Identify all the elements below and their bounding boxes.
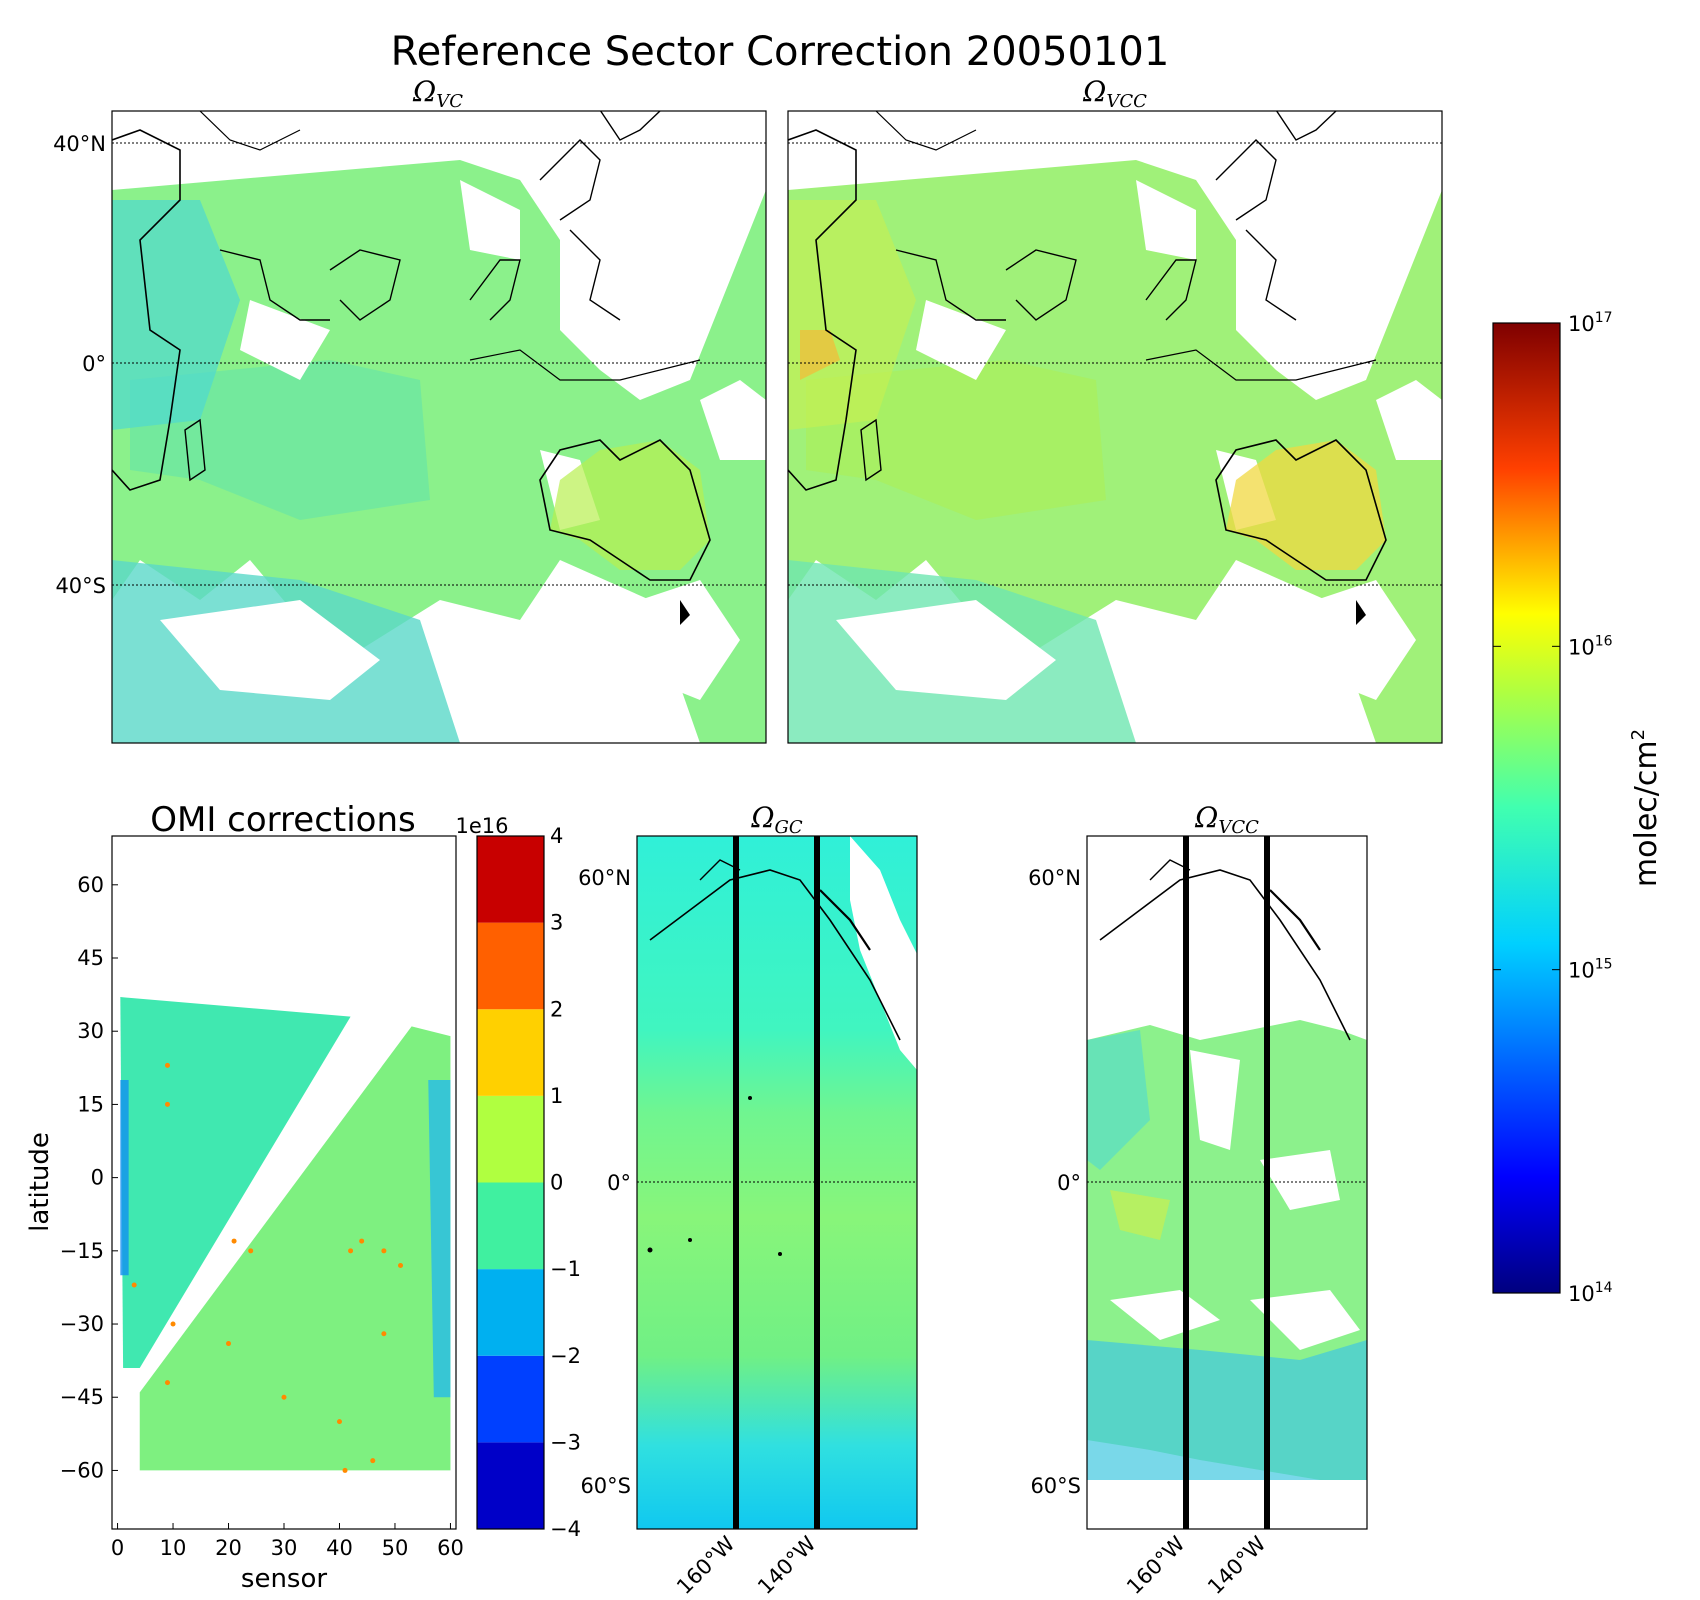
omi-colorbar-tick-label: 1 [550,1084,563,1108]
omi-colorbar-tick-label: 0 [550,1171,563,1195]
omi-y-tick-label: −45 [60,1385,104,1409]
omi-colorbar-bin [477,1095,544,1183]
omi-hotspot [164,1380,170,1386]
panel-omega-vcc-top-field [788,111,1442,743]
omi-y-tick-label: −30 [60,1312,104,1336]
omi-x-tick-label: 0 [111,1536,124,1560]
omi-swath-right [139,1026,451,1471]
panel-omega-gc-field [637,836,917,1529]
gc-lon-label-140w: 140°W [753,1531,821,1599]
panel-omega-vcc-bottom-title: ΩVCC [1194,801,1259,838]
gc-lat-label-60s: 60°S [580,1474,631,1498]
omi-chart-title: OMI corrections [150,800,416,840]
omi-x-tick-label: 20 [215,1536,242,1560]
omi-x-tick-label: 30 [271,1536,298,1560]
omi-hotspot [164,1062,170,1068]
panel-omega-gc: ΩGC 60°N 0° 60°S 160°W 140°W [578,801,918,1599]
omi-y-tick-label: 0 [91,1166,104,1190]
omi-hotspot [231,1238,237,1244]
omi-colorbar-tick-label: 2 [550,997,563,1021]
omi-x-tick-label: 10 [160,1536,187,1560]
lat-label-40n: 40°N [53,132,106,156]
main-colorbar: 1017 1016 1015 1014 molec/cm2 [1492,310,1664,1306]
omi-hotspot [248,1248,254,1254]
vcc-lat-label-0: 0° [1057,1171,1081,1195]
vcc-lon-label-160w: 160°W [1122,1531,1190,1599]
panel-omega-vc-field [112,111,766,743]
panel-omega-vcc-bottom-field [1087,836,1367,1529]
omi-colorbar-bin [477,1355,544,1443]
omi-colorbar-tick-label: 4 [550,824,563,848]
omi-x-tick-label: 60 [437,1536,464,1560]
omi-colorbar-tick-label: −1 [550,1257,581,1281]
main-colorbar-tick-label: 1015 [1568,957,1613,983]
gc-lat-label-0: 0° [607,1171,631,1195]
omi-y-tick-label: 15 [77,1092,104,1116]
omi-y-tick-label: 30 [77,1019,104,1043]
omi-hotspot [170,1321,176,1327]
omi-colorbar-multiplier: 1e16 [455,814,508,838]
main-colorbar-bar [1492,322,1561,1294]
omi-colorbar-bin [477,1269,544,1356]
main-colorbar-tick-label: 1017 [1568,310,1613,336]
omi-colorbar-bin [477,1442,544,1529]
lat-label-40s: 40°S [55,574,106,598]
vcc-lat-label-60s: 60°S [1030,1474,1081,1498]
omi-x-axis-label: sensor [241,1564,327,1594]
panel-omega-vcc-top: ΩVCC [787,75,1443,744]
omi-hotspot [348,1248,354,1254]
omi-colorbar-bin [477,1182,544,1270]
panel-omega-gc-title: ΩGC [750,801,803,838]
omi-hotspot [281,1394,287,1400]
omi-hotspot [381,1248,387,1254]
panel-omi-corrections: OMI corrections 0 10 20 30 40 50 60 60 45 30 15 0 −… [25,800,464,1594]
omi-hotspot [336,1419,342,1425]
lat-label-0: 0° [82,352,106,376]
panel-omega-vcc-top-title: ΩVCC [1082,75,1147,112]
omi-heatmap-field [120,997,451,1473]
main-colorbar-label: molec/cm2 [1628,729,1664,887]
omi-y-tick-label: −15 [60,1239,104,1263]
omi-x-tick-label: 50 [382,1536,409,1560]
omi-y-tick-label: 60 [77,873,104,897]
omi-hotspot [370,1458,376,1464]
omi-colorbar-tick-label: 3 [550,911,563,935]
omi-colorbar-tick-label: −2 [550,1344,581,1368]
panel-omega-vcc-bottom: ΩVCC 60°N 0° 60°S 160°W 140°W [1028,801,1368,1599]
omi-colorbar-tick-label: −3 [550,1430,581,1454]
omi-hotspot [342,1467,348,1473]
omi-x-tick-label: 40 [326,1536,353,1560]
omi-hotspot [131,1282,137,1288]
omi-hotspot [398,1262,404,1268]
panel-omega-vc: ΩVC [53,75,767,744]
omi-colorbar-bin [477,1009,544,1096]
omi-colorbar-tick-label: −4 [550,1517,581,1541]
omi-hotspot [381,1331,387,1337]
omi-hotspot [226,1341,232,1347]
main-colorbar-tick-label: 1014 [1568,1280,1613,1306]
panel-omega-vc-title: ΩVC [412,75,463,112]
omi-y-tick-label: 45 [77,946,104,970]
omi-colorbar-bin [477,922,544,1010]
omi-y-tick-label: −60 [60,1458,104,1482]
omi-hotspot [164,1101,170,1107]
gc-lat-label-60n: 60°N [578,866,631,890]
omi-swath-left [120,997,351,1368]
main-colorbar-tick-label: 1016 [1568,633,1613,659]
omi-y-axis-label: latitude [25,1132,55,1232]
vcc-lat-label-60n: 60°N [1028,866,1081,890]
gc-lon-label-160w: 160°W [672,1531,740,1599]
figure-title: Reference Sector Correction 20050101 [391,29,1170,75]
omi-colorbar-bin [477,836,544,923]
omi-hotspot [359,1238,365,1244]
vcc-lon-label-140w: 140°W [1203,1531,1271,1599]
omi-colorbar: 4 3 2 1 0 −1 −2 −3 −4 1e16 [455,814,580,1541]
